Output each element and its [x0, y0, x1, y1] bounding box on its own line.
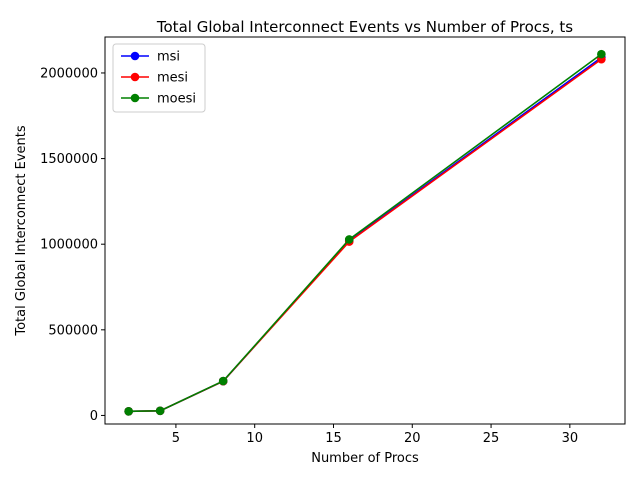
x-tick-label: 20 [404, 431, 421, 446]
legend-marker-msi [130, 51, 140, 61]
legend-label-msi: msi [157, 50, 180, 65]
x-tick-label: 25 [483, 431, 500, 446]
y-tick-label: 1000000 [40, 238, 98, 253]
axes: 5 10 15 20 25 30 0 500000 1000000 1500000 2000000 [40, 66, 578, 446]
y-tick-label: 1500000 [40, 152, 98, 167]
data-point-moesi [344, 235, 354, 244]
data-point-moesi [124, 407, 133, 416]
plot-area [124, 49, 606, 416]
legend-marker-mesi [130, 72, 140, 82]
chart-title: Total Global Interconnect Events vs Numb… [156, 18, 573, 36]
legend-label-moesi: moesi [157, 92, 196, 107]
x-tick-label: 5 [172, 431, 180, 446]
legend: msi mesi moesi [112, 43, 206, 113]
legend-label-mesi: mesi [157, 71, 188, 86]
x-tick-label: 30 [562, 431, 579, 446]
y-tick-label: 500000 [48, 323, 98, 338]
data-point-moesi [597, 49, 606, 59]
x-tick-label: 15 [325, 431, 342, 446]
y-axis-label: Total Global Interconnect Events [14, 125, 29, 337]
data-point-moesi [155, 406, 165, 416]
legend-marker-moesi [130, 93, 140, 103]
y-tick-label: 2000000 [40, 66, 98, 81]
x-axis-label: Number of Procs [311, 451, 419, 466]
plot-frame [104, 36, 626, 425]
data-point-moesi [218, 376, 228, 386]
y-tick-label: 0 [90, 409, 98, 424]
x-tick-label: 10 [246, 431, 263, 446]
